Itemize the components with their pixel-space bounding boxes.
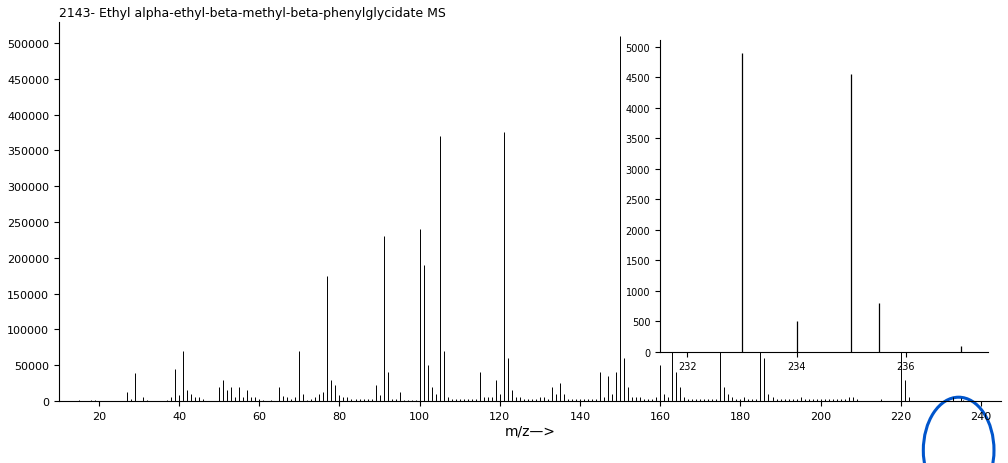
- Text: 2143- Ethyl alpha-ethyl-beta-methyl-beta-phenylglycidate MS: 2143- Ethyl alpha-ethyl-beta-methyl-beta…: [58, 7, 446, 20]
- X-axis label: m/z—>: m/z—>: [504, 424, 555, 438]
